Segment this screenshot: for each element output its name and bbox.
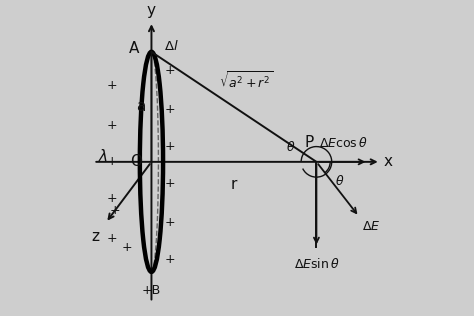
Text: +: + [122, 241, 132, 254]
Text: +: + [164, 64, 175, 77]
Text: x: x [383, 154, 392, 169]
Text: +: + [109, 204, 120, 217]
Text: $\Delta E\cos\theta$: $\Delta E\cos\theta$ [319, 136, 368, 150]
Text: $\lambda$: $\lambda$ [98, 148, 108, 164]
Text: +: + [164, 253, 175, 266]
Text: a: a [136, 99, 146, 114]
Text: +: + [164, 103, 175, 116]
Text: $\theta$: $\theta$ [335, 174, 344, 188]
Text: $\sqrt{a^2+r^2}$: $\sqrt{a^2+r^2}$ [219, 70, 273, 92]
Text: $\Delta E$: $\Delta E$ [362, 220, 381, 233]
Text: $\theta$: $\theta$ [286, 140, 295, 154]
Text: +: + [164, 140, 175, 153]
Text: A: A [129, 41, 139, 56]
Text: +: + [107, 192, 117, 205]
Text: +: + [164, 177, 175, 190]
Text: r: r [231, 177, 237, 192]
Text: +: + [107, 79, 117, 92]
Text: $\Delta l$: $\Delta l$ [164, 39, 178, 53]
Text: y: y [147, 3, 156, 18]
Text: z: z [91, 229, 100, 244]
Text: $\Delta E\sin\theta$: $\Delta E\sin\theta$ [293, 257, 339, 270]
Text: +: + [164, 216, 175, 229]
Text: P: P [304, 135, 313, 150]
Text: +B: +B [142, 284, 161, 297]
Text: +: + [107, 155, 117, 168]
Text: +: + [107, 119, 117, 132]
Text: O: O [130, 154, 142, 169]
Text: +: + [107, 232, 117, 245]
